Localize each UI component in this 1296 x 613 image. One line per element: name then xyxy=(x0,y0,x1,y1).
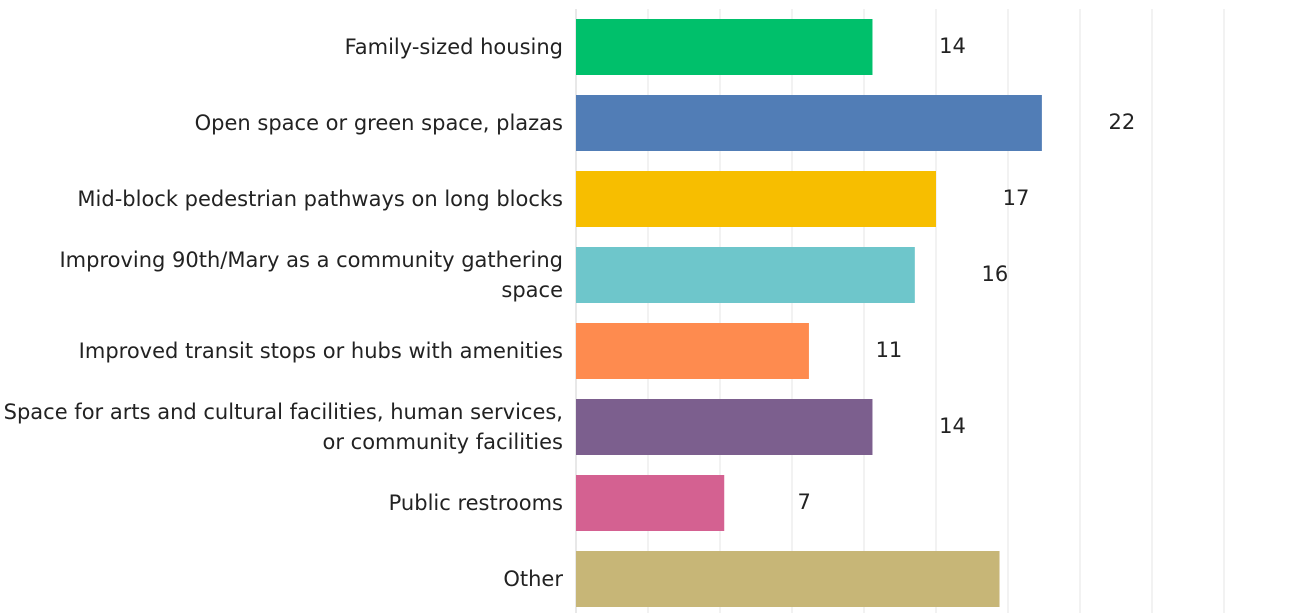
bar xyxy=(576,171,936,227)
value-label: 7 xyxy=(798,490,811,514)
category-label: Public restrooms xyxy=(388,491,563,515)
bar xyxy=(576,399,873,455)
bar xyxy=(576,247,915,303)
category-label: Open space or green space, plazas xyxy=(194,111,563,135)
category-label: Space for arts and cultural facilities, … xyxy=(3,400,563,454)
category-label: Other xyxy=(503,567,563,591)
bar xyxy=(576,95,1042,151)
value-label: 16 xyxy=(981,262,1008,286)
category-label: Mid-block pedestrian pathways on long bl… xyxy=(77,187,563,211)
bar xyxy=(576,19,873,75)
value-label: 22 xyxy=(1109,110,1136,134)
category-label: Family-sized housing xyxy=(344,35,563,59)
category-label: Improving 90th/Mary as a community gathe… xyxy=(59,248,563,302)
value-label: 17 xyxy=(1003,186,1030,210)
bar xyxy=(576,551,1000,607)
category-label: Improved transit stops or hubs with amen… xyxy=(78,339,563,363)
value-label: 14 xyxy=(939,414,966,438)
bar xyxy=(576,475,725,531)
value-label: 11 xyxy=(876,338,903,362)
bar xyxy=(576,323,809,379)
value-label: 14 xyxy=(939,34,966,58)
